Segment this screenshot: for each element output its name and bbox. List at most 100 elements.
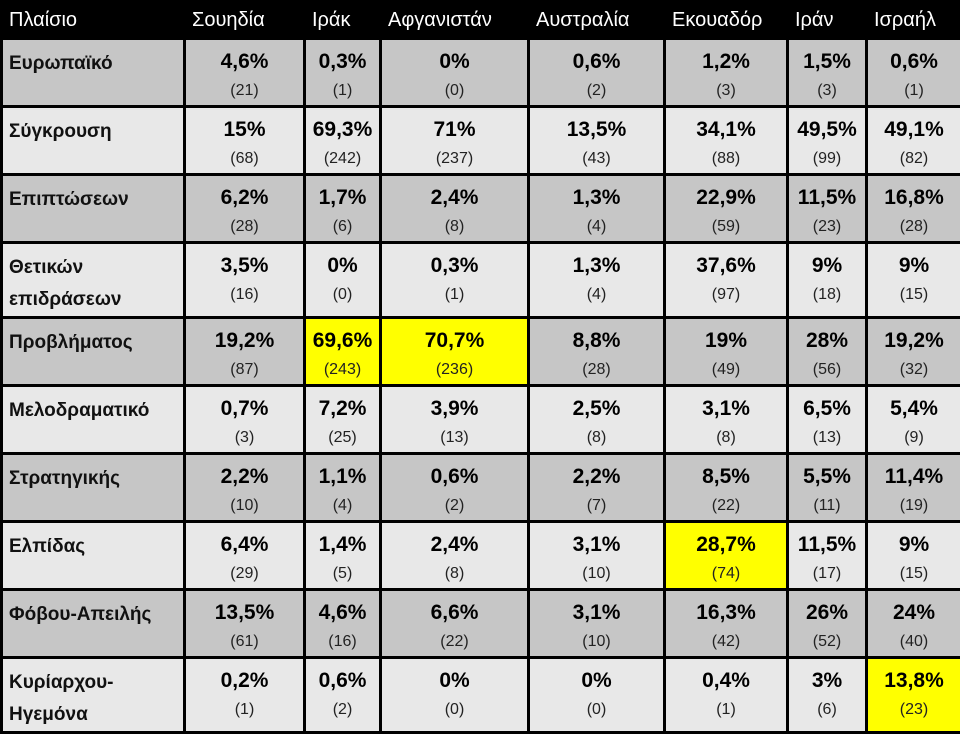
percentage-value: 19,2% bbox=[214, 329, 275, 352]
value-cell: 0,4% (1) bbox=[666, 659, 786, 731]
percentage-value: 1,5% bbox=[803, 50, 851, 73]
row-label: Κυρίαρχου- Ηγεμόνα bbox=[3, 659, 183, 731]
percentage-value: 11,5% bbox=[797, 533, 857, 556]
value-cell: 1,3% (4) bbox=[530, 176, 663, 241]
count-value: (21) bbox=[230, 82, 259, 99]
percentage-value: 2,4% bbox=[430, 186, 479, 209]
value-cell: 1,5% (3) bbox=[789, 40, 865, 105]
count-value: (8) bbox=[586, 429, 607, 446]
count-value: (16) bbox=[328, 633, 357, 650]
percentage-value: 49,1% bbox=[884, 118, 944, 141]
value-cell: 7,2% (25) bbox=[306, 387, 379, 452]
table-row: Κυρίαρχου- Ηγεμόνα 0,2% (1) 0,6% (2) 0% (0) 0% (0… bbox=[3, 659, 960, 731]
value-cell: 2,2% (10) bbox=[186, 455, 303, 520]
table-row: Ευρωπαϊκό 4,6% (21) 0,3% (1) 0% (0) 0,6% (2) 1,2%… bbox=[3, 40, 960, 105]
highlighted-value-cell: 13,8% (23) bbox=[868, 659, 960, 731]
table-row: Ελπίδας 6,4% (29) 1,4% (5) 2,4% (8) 3,1% (10) 28,… bbox=[3, 523, 960, 588]
value-cell: 0,6% (2) bbox=[530, 40, 663, 105]
count-value: (243) bbox=[323, 361, 362, 378]
count-value: (17) bbox=[812, 565, 842, 582]
percentage-value: 3,1% bbox=[572, 533, 621, 556]
percentage-value: 1,3% bbox=[572, 186, 621, 209]
value-cell: 6,6% (22) bbox=[382, 591, 527, 656]
value-cell: 16,3% (42) bbox=[666, 591, 786, 656]
count-value: (1) bbox=[234, 701, 255, 718]
percentage-value: 2,4% bbox=[430, 533, 479, 556]
percentage-value: 13,5% bbox=[214, 601, 275, 624]
count-value: (59) bbox=[711, 218, 741, 235]
row-label: Ελπίδας bbox=[3, 523, 183, 588]
value-cell: 9% (15) bbox=[868, 244, 960, 316]
value-cell: 1,7% (6) bbox=[306, 176, 379, 241]
value-cell: 11,5% (17) bbox=[789, 523, 865, 588]
row-label-line: Ηγεμόνα bbox=[9, 704, 88, 725]
value-cell: 0,6% (2) bbox=[382, 455, 527, 520]
count-value: (19) bbox=[899, 497, 929, 514]
row-label: Επιπτώσεων bbox=[3, 176, 183, 241]
percentage-value: 0,2% bbox=[220, 669, 269, 692]
value-cell: 6,5% (13) bbox=[789, 387, 865, 452]
percentage-value: 8,8% bbox=[572, 329, 621, 352]
value-cell: 1,4% (5) bbox=[306, 523, 379, 588]
table-body: Ευρωπαϊκό 4,6% (21) 0,3% (1) 0% (0) 0,6% (2) 1,2%… bbox=[3, 40, 960, 731]
count-value: (42) bbox=[711, 633, 741, 650]
value-cell: 3% (6) bbox=[789, 659, 865, 731]
table-row: Σύγκρουση 15% (68) 69,3% (242) 71% (237) 13,5% (… bbox=[3, 108, 960, 173]
value-cell: 3,9% (13) bbox=[382, 387, 527, 452]
percentage-value: 0,6% bbox=[318, 669, 367, 692]
count-value: (15) bbox=[899, 286, 929, 303]
percentage-value: 16,3% bbox=[696, 601, 756, 624]
row-label-line: Ευρωπαϊκό bbox=[9, 53, 113, 74]
percentage-value: 13,5% bbox=[566, 118, 627, 141]
row-label-line: επιδράσεων bbox=[9, 289, 122, 310]
count-value: (7) bbox=[586, 497, 607, 514]
count-value: (97) bbox=[711, 286, 741, 303]
count-value: (8) bbox=[444, 218, 465, 235]
count-value: (49) bbox=[711, 361, 741, 378]
value-cell: 5,5% (11) bbox=[789, 455, 865, 520]
percentage-value: 8,5% bbox=[702, 465, 750, 488]
value-cell: 15% (68) bbox=[186, 108, 303, 173]
percentage-value: 26% bbox=[805, 601, 849, 624]
column-header-country: Αυστραλία bbox=[530, 3, 663, 37]
value-cell: 4,6% (21) bbox=[186, 40, 303, 105]
value-cell: 11,4% (19) bbox=[868, 455, 960, 520]
row-label: Μελοδραματικό bbox=[3, 387, 183, 452]
row-label-line: Προβλήματος bbox=[9, 332, 133, 353]
value-cell: 69,3% (242) bbox=[306, 108, 379, 173]
percentage-value: 70,7% bbox=[424, 329, 485, 352]
value-cell: 1,1% (4) bbox=[306, 455, 379, 520]
value-cell: 26% (52) bbox=[789, 591, 865, 656]
count-value: (13) bbox=[812, 429, 842, 446]
count-value: (10) bbox=[582, 565, 611, 582]
column-header-frame: Πλαίσιο bbox=[3, 3, 183, 37]
count-value: (22) bbox=[440, 633, 469, 650]
value-cell: 1,2% (3) bbox=[666, 40, 786, 105]
count-value: (9) bbox=[904, 429, 924, 446]
value-cell: 49,1% (82) bbox=[868, 108, 960, 173]
count-value: (15) bbox=[899, 565, 929, 582]
value-cell: 19,2% (87) bbox=[186, 319, 303, 384]
count-value: (2) bbox=[586, 82, 607, 99]
value-cell: 11,5% (23) bbox=[789, 176, 865, 241]
percentage-value: 5,4% bbox=[890, 397, 938, 420]
percentage-value: 2,5% bbox=[572, 397, 621, 420]
row-label: Σύγκρουση bbox=[3, 108, 183, 173]
value-cell: 13,5% (43) bbox=[530, 108, 663, 173]
percentage-value: 0,3% bbox=[318, 50, 367, 73]
percentage-value: 1,1% bbox=[318, 465, 367, 488]
column-header-country: Σουηδία bbox=[186, 3, 303, 37]
column-header-country: Ιράκ bbox=[306, 3, 379, 37]
percentage-value: 11,4% bbox=[884, 465, 944, 488]
percentage-value: 0% bbox=[327, 254, 358, 277]
value-cell: 6,2% (28) bbox=[186, 176, 303, 241]
value-cell: 0,6% (2) bbox=[306, 659, 379, 731]
table-row: Θετικών επιδράσεων 3,5% (16) 0% (0) 0,3% (1) 1,3… bbox=[3, 244, 960, 316]
count-value: (28) bbox=[899, 218, 929, 235]
count-value: (1) bbox=[444, 286, 465, 303]
percentage-value: 0% bbox=[439, 50, 470, 73]
count-value: (3) bbox=[716, 82, 736, 99]
value-cell: 37,6% (97) bbox=[666, 244, 786, 316]
count-value: (32) bbox=[899, 361, 929, 378]
